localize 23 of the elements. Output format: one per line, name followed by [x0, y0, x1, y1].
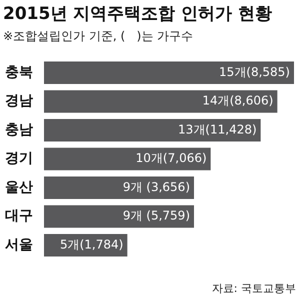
data-label: 14개(8,606) — [202, 94, 274, 108]
data-label: 5개(1,784) — [60, 237, 124, 252]
y-tick-label: 대구 — [5, 208, 33, 224]
bar — [44, 176, 194, 199]
y-tick-label: 서울 — [5, 236, 33, 253]
y-tick-label: 충북 — [5, 64, 33, 80]
bar — [44, 119, 261, 142]
data-label: 9개 (5,759) — [122, 208, 190, 223]
y-tick-label: 울산 — [5, 179, 33, 196]
text: 자료: 국토교통부 — [212, 281, 296, 296]
y-tick-label: 경남 — [5, 93, 33, 110]
data-label: 15개(8,585) — [219, 64, 290, 79]
chart-subtitle: ※조합설립인가 기준, ( )는 가구수 — [2, 28, 194, 45]
bar — [44, 62, 294, 84]
data-label: 13개(11,428) — [178, 122, 257, 136]
bar — [44, 148, 211, 170]
chart-title: 2015년 지역주택조합 인허가 현황 — [2, 3, 274, 25]
y-tick-label: 충남 — [5, 122, 33, 138]
data-label: 10개(7,066) — [136, 151, 207, 166]
data-label: 9개 (3,656) — [122, 180, 190, 194]
y-tick-label: 경기 — [5, 150, 33, 167]
bar — [44, 90, 278, 113]
bar — [44, 205, 194, 228]
